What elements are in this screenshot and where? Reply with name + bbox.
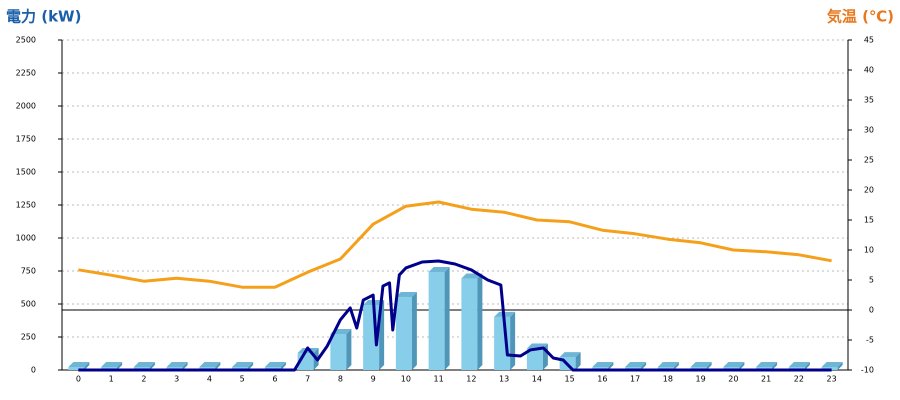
x-tick-label: 16 (597, 375, 607, 384)
y-tick-label: 1500 (16, 168, 36, 177)
bar-top (756, 362, 778, 367)
bar-side (117, 362, 123, 370)
bar-side (510, 311, 516, 370)
bar-side (84, 362, 90, 370)
y-tick-label: 2250 (16, 69, 36, 78)
bar-side (444, 266, 450, 370)
x-tick-label: 18 (663, 375, 673, 384)
bar-top (625, 362, 647, 367)
y-tick-label: 250 (21, 333, 36, 342)
x-tick-label: 20 (728, 375, 738, 384)
y2-tick-label: 30 (864, 126, 874, 135)
bar-top (592, 362, 614, 367)
bar-top (68, 362, 90, 367)
x-tick-label: 21 (761, 375, 771, 384)
x-tick-label: 0 (76, 375, 81, 384)
bar-top (723, 362, 745, 367)
x-tick-label: 5 (240, 375, 245, 384)
x-tick-label: 14 (532, 375, 542, 384)
x-tick-label: 15 (565, 375, 575, 384)
bar-front (526, 348, 543, 370)
bar-top (657, 362, 679, 367)
y-axis-title: 電力 (kW) (6, 8, 81, 26)
x-tick-label: 2 (141, 375, 146, 384)
x-tick-label: 3 (174, 375, 179, 384)
bar-top (559, 352, 581, 358)
bar-side (804, 362, 810, 370)
y-tick-label: 1250 (16, 201, 36, 210)
y2-tick-label: 20 (864, 186, 874, 195)
x-tick-label: 1 (109, 375, 114, 384)
y-tick-label: 1750 (16, 135, 36, 144)
bar-top (133, 362, 155, 367)
y2-axis-title: 気温 (℃) (827, 8, 894, 26)
bar-side (772, 362, 778, 370)
x-tick-label: 11 (434, 375, 444, 384)
y2-tick-label: 10 (864, 246, 874, 255)
bar-front (428, 271, 445, 370)
bar-side (182, 362, 188, 370)
x-tick-label: 4 (207, 375, 212, 384)
y2-tick-label: 15 (864, 216, 874, 225)
bar-side (411, 292, 417, 370)
y2-tick-label: 25 (864, 156, 874, 165)
bar-side (739, 362, 745, 370)
x-tick-label: 9 (371, 375, 376, 384)
bar-side (149, 362, 155, 370)
bar-top (690, 362, 712, 367)
y-tick-label: 500 (21, 300, 36, 309)
bar-top (788, 362, 810, 367)
x-tick-label: 17 (630, 375, 640, 384)
bar-side (280, 362, 286, 370)
y2-tick-label: 35 (864, 96, 874, 105)
bar-top (395, 292, 417, 298)
bar-side (575, 352, 581, 370)
y-tick-label: 750 (21, 267, 36, 276)
y2-tick-label: 0 (869, 306, 874, 315)
y-tick-label: 0 (31, 366, 36, 375)
x-tick-label: 19 (696, 375, 706, 384)
x-tick-label: 6 (272, 375, 277, 384)
bar-side (641, 362, 647, 370)
bar-top (821, 362, 843, 367)
y-tick-label: 1000 (16, 234, 36, 243)
bar-side (346, 329, 352, 370)
bar-side (837, 362, 843, 370)
bar-front (395, 297, 412, 370)
y2-tick-label: -5 (866, 336, 874, 345)
y2-tick-label: -10 (861, 366, 874, 375)
bar-top (428, 266, 450, 272)
x-tick-label: 12 (466, 375, 476, 384)
bar-front (330, 334, 347, 370)
y2-tick-label: 40 (864, 66, 874, 75)
bar-side (477, 273, 483, 370)
bar-top (199, 362, 221, 367)
x-tick-label: 13 (499, 375, 509, 384)
y-tick-label: 2000 (16, 102, 36, 111)
bar-side (215, 362, 221, 370)
bar-front (68, 367, 85, 370)
y2-tick-label: 5 (869, 276, 874, 285)
x-tick-label: 8 (338, 375, 343, 384)
x-tick-label: 22 (794, 375, 804, 384)
y2-tick-label: 45 (864, 36, 874, 45)
bar-side (673, 362, 679, 370)
bar-side (706, 362, 712, 370)
bar-top (101, 362, 123, 367)
bar-top (166, 362, 188, 367)
bar-side (608, 362, 614, 370)
bar-top (264, 362, 286, 367)
bar-side (248, 362, 254, 370)
line-series (78, 259, 832, 372)
line-series (78, 200, 832, 289)
x-tick-label: 10 (401, 375, 411, 384)
x-tick-label: 23 (827, 375, 837, 384)
x-tick-label: 7 (305, 375, 310, 384)
bar-front (461, 278, 478, 370)
bar-top (232, 362, 254, 367)
y-tick-label: 2500 (16, 36, 36, 45)
